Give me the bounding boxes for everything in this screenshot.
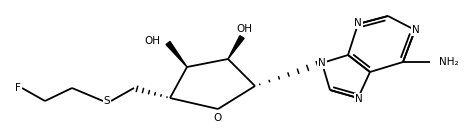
- Text: OH: OH: [144, 36, 160, 46]
- Text: N: N: [355, 94, 363, 104]
- Text: O: O: [214, 113, 222, 123]
- Polygon shape: [228, 36, 244, 59]
- Text: N: N: [354, 18, 362, 28]
- Text: F: F: [15, 83, 21, 93]
- Text: NH₂: NH₂: [439, 57, 459, 67]
- Text: S: S: [104, 96, 110, 106]
- Text: N: N: [318, 58, 326, 68]
- Polygon shape: [166, 41, 187, 67]
- Text: N: N: [412, 25, 420, 35]
- Text: OH: OH: [236, 24, 252, 34]
